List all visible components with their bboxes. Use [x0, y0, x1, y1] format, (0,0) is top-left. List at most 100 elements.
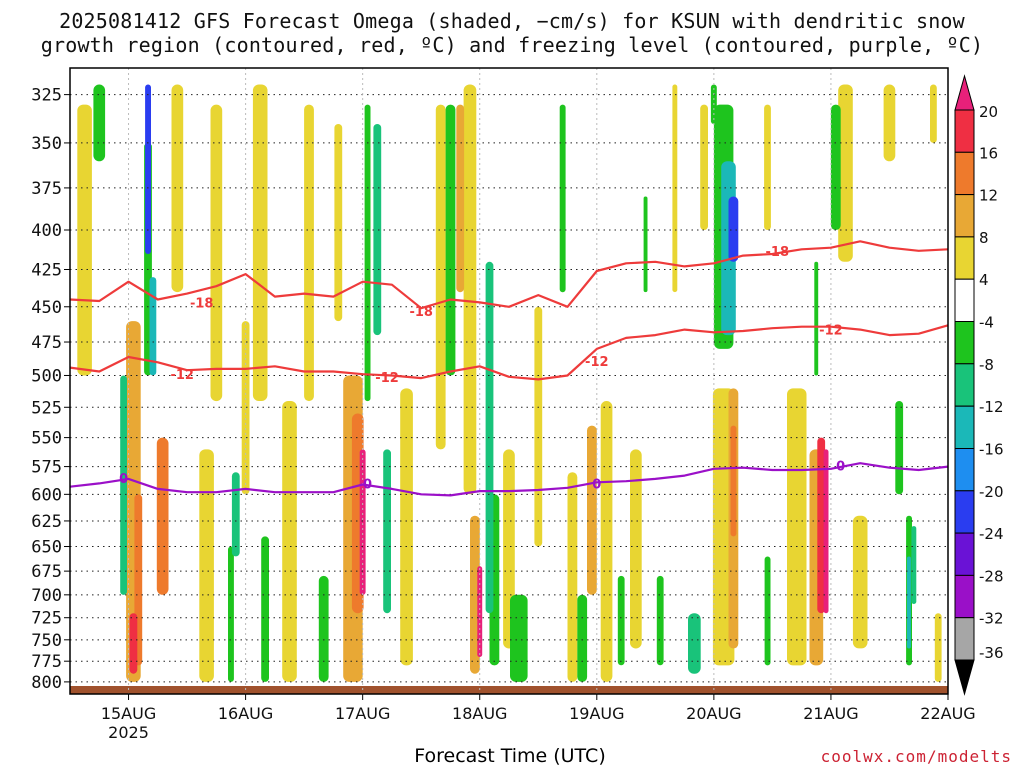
omega-cell [643, 196, 648, 293]
omega-cell [463, 84, 477, 495]
x-tick-label: 20AUG [686, 704, 741, 723]
omega-cell [171, 84, 184, 293]
omega-cell [895, 401, 904, 495]
y-tick-label: 725 [31, 609, 62, 629]
omega-cell [907, 556, 911, 649]
colorbar-label: -28 [979, 567, 1004, 585]
plot-border [69, 67, 949, 695]
x-tick-label: 17AUG [335, 704, 390, 723]
y-tick-label: 525 [31, 398, 62, 418]
x-tick-label: 15AUG [101, 704, 156, 723]
omega-cell [934, 613, 942, 682]
x-tick-label: 22AUG [920, 704, 975, 723]
omega-cell [559, 104, 566, 293]
contour-label: -18 [409, 305, 433, 320]
y-tick-label: 425 [31, 261, 62, 281]
contour-label: 0 [363, 477, 372, 492]
omega-cell [400, 388, 413, 666]
omega-cell [199, 449, 214, 682]
omega-cell [617, 575, 625, 666]
omega-cell [261, 536, 269, 682]
omega-cell [814, 261, 819, 376]
omega-cell [787, 388, 807, 666]
site-credit[interactable]: coolwx.com/modelts [820, 747, 1012, 766]
colorbar-label: -32 [979, 610, 1004, 628]
colorbar-bin [954, 151, 975, 196]
colorbar: 20 16 12 8 4 -4 -8 -12 -16 -20 -24 -28 -32 -36 [954, 74, 1004, 696]
colorbar-label: 8 [979, 229, 989, 247]
omega-cell [241, 321, 250, 495]
y-tick-label: 675 [31, 562, 62, 582]
y-tick-label: 700 [31, 586, 62, 606]
omega-cell [373, 124, 382, 336]
colorbar-label: -24 [979, 525, 1004, 543]
omega-cell [318, 575, 329, 682]
colorbar-label: 12 [979, 187, 998, 205]
contour-label: -18 [766, 245, 790, 260]
omega-cell [852, 515, 868, 649]
colorbar-bin [954, 574, 975, 619]
terrain-strip [70, 686, 948, 694]
colorbar-bin [954, 236, 975, 280]
omega-cell [445, 104, 456, 376]
contour-label: 0 [592, 477, 601, 492]
omega-cell [228, 546, 234, 682]
omega-cell [577, 594, 588, 682]
colorbar-label: -12 [979, 398, 1004, 416]
colorbar-bin [954, 321, 975, 365]
y-tick-label: 450 [31, 298, 62, 318]
omega-cell [700, 104, 708, 230]
omega-cell [231, 472, 240, 557]
chart-title-line-2: growth region (contoured, red, ºC) and f… [40, 33, 984, 57]
omega-cell [567, 472, 578, 682]
omega-cell [145, 84, 151, 254]
x-tick-label: 21AUG [803, 704, 858, 723]
contour-label: -12 [375, 371, 399, 386]
omega-cell [435, 104, 446, 450]
contour-label: -12 [585, 355, 609, 370]
x-tick-label: 19AUG [569, 704, 624, 723]
x-axis-label: Forecast Time (UTC) [414, 745, 606, 767]
colorbar-label: -16 [979, 440, 1004, 458]
y-tick-label: 550 [31, 429, 62, 449]
contour-label: -12 [170, 368, 194, 383]
colorbar-bin [954, 448, 975, 492]
y-tick-label: 600 [31, 485, 62, 505]
omega-cell [129, 613, 138, 674]
omega-cell [672, 84, 678, 293]
y-tick-label: 575 [31, 458, 62, 478]
contour-line--18 [69, 240, 949, 310]
omega-cell [600, 401, 613, 682]
colorbar-under-arrow [954, 659, 975, 696]
colorbar-label: 16 [979, 144, 998, 162]
omega-cell [764, 104, 771, 230]
omega-cell [728, 196, 739, 262]
colorbar-label: -4 [979, 314, 994, 332]
colorbar-bin [954, 278, 975, 323]
omega-cell [304, 104, 314, 402]
colorbar-label: -8 [979, 356, 994, 374]
omega-cell [252, 84, 268, 401]
omega-shading-layer [77, 84, 942, 682]
omega-cell [883, 84, 896, 162]
colorbar-bin [954, 363, 975, 407]
omega-cell [911, 526, 917, 604]
contour-line-0 [69, 462, 949, 497]
omega-cell [210, 104, 223, 402]
omega-cell [817, 437, 826, 614]
y-tick-label: 500 [31, 366, 62, 386]
colorbar-label: -36 [979, 644, 1004, 662]
y-tick-label: 775 [31, 652, 62, 672]
colorbar-bin [954, 405, 975, 450]
chart-title-line-1: 2025081412 GFS Forecast Omega (shaded, −… [59, 9, 965, 33]
omega-cell [334, 124, 343, 322]
omega-cell [830, 104, 841, 230]
contour-label: 0 [119, 472, 128, 487]
omega-cell [656, 575, 664, 666]
gridlines [70, 68, 949, 694]
omega-cell [282, 401, 297, 682]
colorbar-bin [954, 532, 975, 576]
colorbar-bin [954, 490, 975, 534]
omega-cell [156, 437, 169, 595]
